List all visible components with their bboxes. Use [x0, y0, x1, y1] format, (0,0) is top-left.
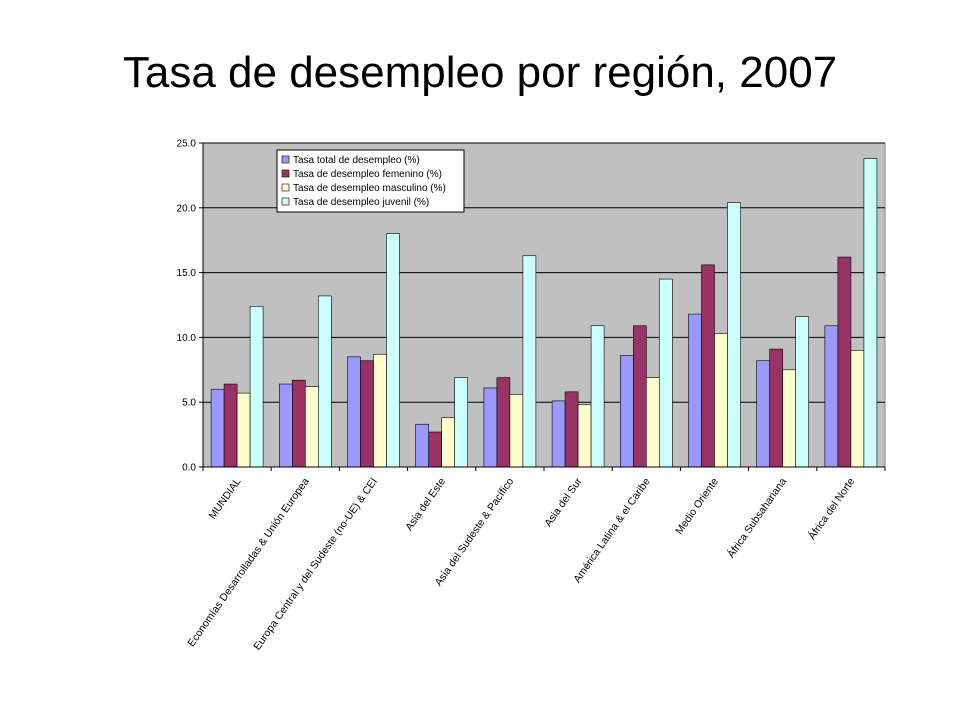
x-category-label: Asia del Este [403, 476, 448, 533]
bar [236, 392, 251, 468]
bar [590, 325, 605, 468]
bar [850, 350, 865, 468]
bar [688, 313, 702, 468]
legend-label: Tasa de desempleo juvenil (%) [293, 197, 429, 208]
bar [509, 394, 524, 468]
y-axis: 0.0 5.0 10.0 15.0 20.0 25.0 [177, 139, 204, 474]
bar [386, 233, 400, 468]
bar [291, 379, 306, 468]
legend-label: Tasa total de desempleo (%) [293, 155, 420, 166]
bar [551, 400, 566, 468]
y-tick-label: 0.0 [182, 463, 196, 474]
bar [522, 255, 537, 468]
legend: Tasa total de desempleo (%) Tasa de desem… [276, 149, 465, 213]
legend-box [276, 149, 465, 213]
legend-swatch [281, 155, 290, 164]
bar [701, 264, 715, 468]
bar [304, 386, 319, 468]
x-category-label: África Subsahariana [724, 475, 789, 560]
bar [863, 158, 878, 468]
slide-title: Tasa de desempleo por región, 2007 [122, 48, 838, 97]
x-category-label: Europa Central y del Sudeste (no-UE) & C… [251, 476, 380, 653]
bar [223, 383, 238, 468]
bar [756, 360, 771, 468]
bar [428, 431, 443, 468]
bar [727, 202, 741, 468]
x-category-label: Asia del Sur [542, 475, 585, 529]
legend-label: Tasa de desempleo femenino (%) [293, 169, 442, 180]
legend-swatch [281, 169, 290, 178]
bar [782, 369, 797, 468]
bar [619, 355, 634, 468]
y-tick-label: 25.0 [177, 139, 197, 150]
x-category-label: Economías Desarrolladas & Unión Europea [185, 476, 311, 649]
y-tick-label: 15.0 [177, 268, 197, 279]
bar [645, 377, 660, 468]
bar [317, 295, 332, 468]
y-tick-label: 5.0 [182, 398, 196, 409]
gridlines [203, 142, 885, 403]
bar [658, 278, 673, 468]
bar [360, 360, 374, 468]
legend-swatch [281, 183, 290, 192]
bar [632, 325, 647, 468]
bar [249, 305, 264, 468]
bar [210, 388, 225, 468]
y-tick-label: 10.0 [177, 333, 197, 344]
bar [483, 387, 498, 468]
bar [454, 377, 469, 468]
bar [824, 325, 839, 468]
bar [441, 417, 456, 468]
bar [769, 348, 784, 468]
x-category-label: Medio Oriente [673, 476, 721, 537]
legend-swatch [281, 197, 290, 206]
bar [347, 356, 361, 468]
bar [795, 316, 810, 468]
x-category-label: África del Norte [805, 475, 857, 542]
x-category-label: MUNDIAL [207, 476, 244, 522]
bar [577, 404, 592, 468]
bar [496, 377, 511, 468]
legend-label: Tasa de desempleo masculino (%) [293, 183, 446, 194]
bar [564, 391, 579, 468]
bar [837, 256, 852, 468]
x-category-label: América Latina & el Caribe [571, 476, 653, 585]
x-category-label: Asia del Sudeste & Pacífico [433, 476, 517, 589]
y-tick-label: 20.0 [177, 203, 197, 214]
bar [714, 333, 728, 468]
bar [278, 383, 293, 468]
bar [415, 423, 430, 468]
bar [373, 353, 387, 468]
